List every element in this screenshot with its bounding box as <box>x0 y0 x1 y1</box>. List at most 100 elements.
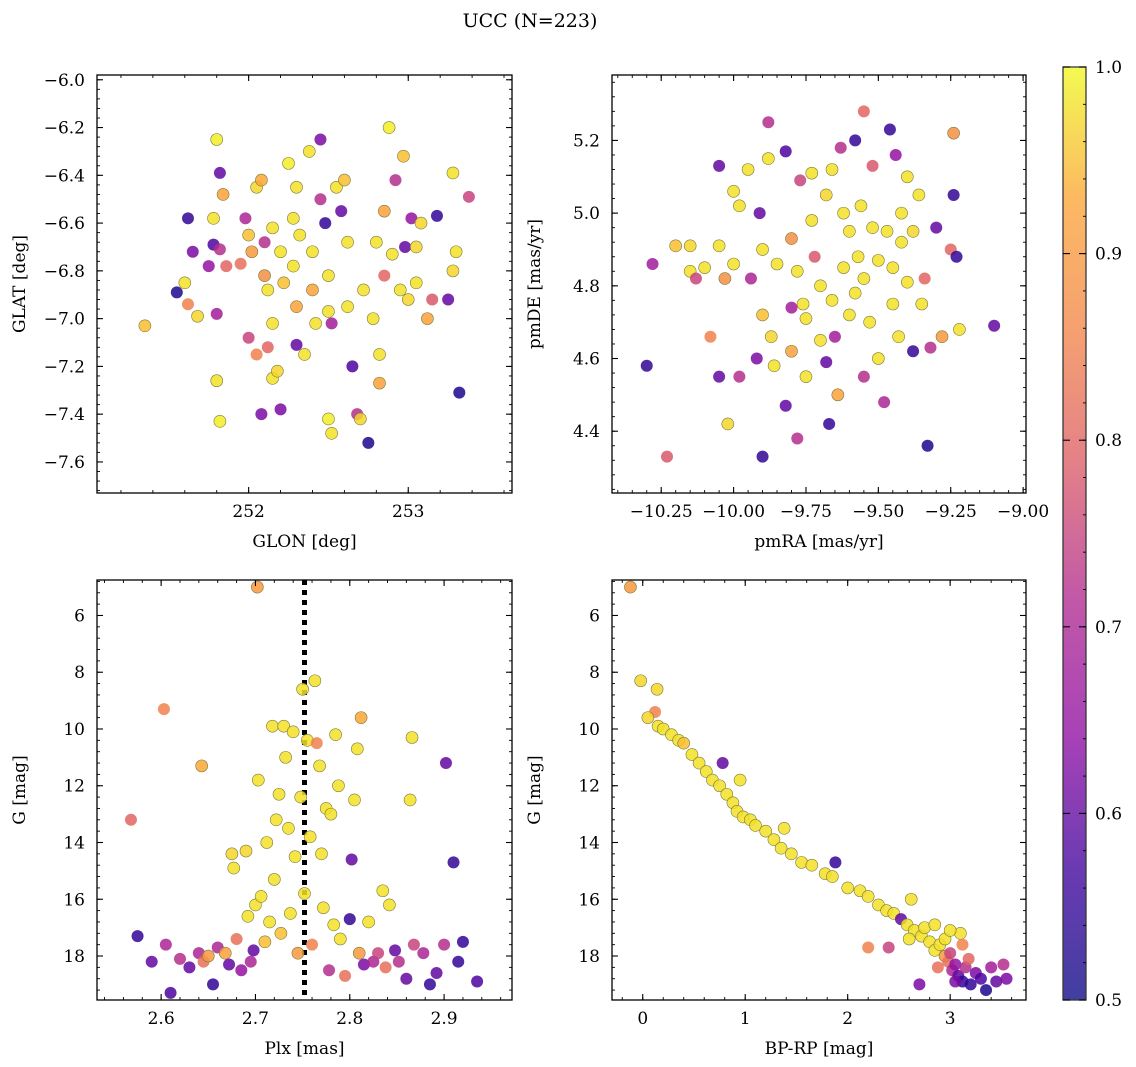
scatter-point <box>202 260 215 273</box>
scatter-point <box>330 180 343 194</box>
scatter-point <box>819 188 833 202</box>
scatter-point <box>906 224 920 238</box>
scatter-point <box>974 972 987 985</box>
scatter-point <box>826 870 839 883</box>
scatter-point <box>878 396 891 409</box>
scatter-point <box>669 239 682 253</box>
scatter-point <box>741 163 755 176</box>
scatter-point <box>261 283 275 297</box>
x-tick-label: 1 <box>740 1009 751 1029</box>
scatter-point <box>296 682 309 696</box>
scatter-point <box>791 432 804 445</box>
plot-frame <box>611 579 1027 1001</box>
scatter-point <box>931 961 944 974</box>
scatter-point <box>210 133 224 146</box>
scatter-point <box>962 952 975 965</box>
scatter-point <box>886 297 900 311</box>
scatter-point <box>718 272 732 285</box>
scatter-point <box>334 932 347 946</box>
scatter-point <box>250 348 263 361</box>
scatter-point <box>872 254 885 267</box>
scatter-point <box>124 813 137 826</box>
scatter-point <box>266 221 279 235</box>
scatter-point <box>913 978 926 991</box>
scatter-point <box>949 958 962 971</box>
scatter-point <box>397 149 410 163</box>
scatter-point <box>640 359 653 372</box>
scatter-point <box>744 272 757 285</box>
scatter-point <box>291 946 305 960</box>
scatter-point <box>866 159 879 172</box>
scatter-point <box>447 856 460 869</box>
scatter-point <box>131 930 144 943</box>
scatter-point <box>985 961 998 974</box>
scatter-point <box>254 890 268 903</box>
scatter-point <box>385 247 399 261</box>
y-tick-label: 6 <box>589 606 600 626</box>
scatter-point <box>851 250 865 264</box>
scatter-point <box>223 958 236 971</box>
scatter-point <box>306 245 319 259</box>
scatter-point <box>279 751 292 764</box>
scatter-point <box>857 370 870 383</box>
scatter-point <box>950 250 963 263</box>
scatter-point <box>339 969 352 982</box>
colorbar-tick-label: 1.0 <box>1095 58 1122 78</box>
scatter-point <box>357 283 370 297</box>
y-tick-label: −6.0 <box>44 71 85 91</box>
scatter-point <box>247 944 260 957</box>
scatter-point <box>849 134 862 147</box>
scatter-point <box>405 731 419 744</box>
scatter-point <box>421 312 434 325</box>
scatter-point <box>650 682 664 696</box>
scatter-point <box>956 938 969 951</box>
data-points <box>624 580 1013 997</box>
scatter-point <box>915 297 929 311</box>
scatter-point <box>753 207 766 220</box>
scatter-point <box>242 228 255 242</box>
scatter-point <box>829 856 842 869</box>
scatter-point <box>733 773 747 787</box>
scatter-point <box>698 261 711 274</box>
y-tick-label: −6.6 <box>44 214 85 234</box>
scatter-point <box>953 323 966 336</box>
scatter-point <box>389 174 402 187</box>
scatter-point <box>306 283 319 297</box>
scatter-point <box>837 206 850 220</box>
x-axis-label: GLON [deg] <box>252 532 356 552</box>
scatter-point <box>713 370 726 383</box>
scatter-point <box>268 873 281 886</box>
scatter-point <box>383 898 396 912</box>
scatter-point <box>378 269 391 282</box>
scatter-point <box>258 935 272 949</box>
scatter-point <box>749 819 762 832</box>
scatter-point <box>409 240 423 254</box>
scatter-point <box>400 972 413 985</box>
scatter-point <box>314 133 327 146</box>
y-tick-label: 8 <box>74 663 85 683</box>
x-tick-label: −10.25 <box>630 502 693 522</box>
scatter-point <box>327 918 341 932</box>
scatter-point <box>174 952 186 965</box>
scatter-point <box>322 269 335 282</box>
colorbar-gradient <box>1062 66 1087 1001</box>
scatter-point <box>290 180 303 194</box>
scatter-point <box>302 145 316 158</box>
scatter-point <box>343 913 356 926</box>
scatter-point <box>712 239 726 253</box>
scatter-panel-glon-glat: 252 253 −7.6 −7.4 −7.2 −7.0 −6.8 −6.6 −6.4 −6.2 −6… <box>10 71 513 552</box>
scatter-point <box>213 243 226 256</box>
scatter-point <box>354 412 367 426</box>
scatter-point <box>805 858 819 872</box>
scatter-point <box>446 166 460 180</box>
scatter-point <box>770 257 784 271</box>
x-tick-label: −9.75 <box>780 502 832 522</box>
scatter-point <box>794 174 807 187</box>
scatter-point <box>901 275 914 289</box>
y-tick-label: 10 <box>578 720 600 740</box>
scatter-point <box>357 958 370 971</box>
scatter-point <box>261 341 274 354</box>
x-tick-label: −9.25 <box>925 502 977 522</box>
scatter-point <box>677 736 691 750</box>
